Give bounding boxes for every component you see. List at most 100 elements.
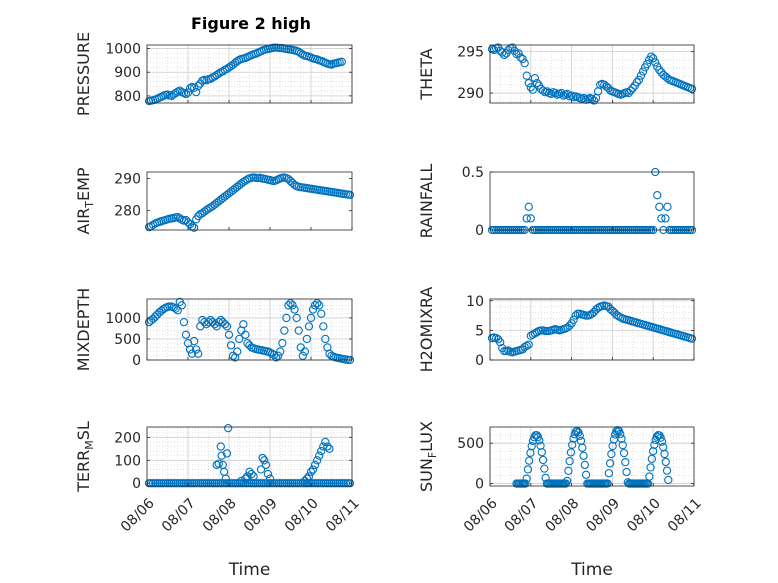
data-point [516, 53, 525, 62]
data-point [263, 469, 273, 479]
data-point [646, 463, 655, 472]
data-point [540, 464, 549, 473]
data-point [645, 472, 654, 481]
data-point [274, 351, 283, 360]
data-point [504, 346, 513, 355]
data-point [222, 322, 232, 331]
data-point [514, 49, 523, 58]
data-point [290, 305, 299, 314]
x-axis-label: Time [570, 560, 613, 580]
data-point [538, 455, 548, 465]
data-point [194, 81, 203, 91]
axes-box [146, 298, 353, 361]
y-axis-label: AIRTEMP [74, 167, 96, 234]
axes-box [489, 426, 695, 487]
data-point [496, 338, 505, 347]
data-point [321, 334, 330, 344]
data-point [687, 334, 697, 343]
data-point [564, 466, 573, 475]
data-point [638, 67, 648, 76]
data-point [607, 449, 616, 459]
data-point [265, 348, 275, 357]
data-point [524, 202, 533, 211]
data-point [612, 310, 621, 320]
data-point [220, 320, 230, 329]
data-point [568, 440, 577, 449]
data-point [526, 331, 535, 340]
data-point [532, 328, 542, 337]
data-point [212, 70, 221, 80]
data-point [226, 341, 236, 350]
data-point [300, 347, 309, 356]
data-point [579, 93, 588, 103]
data-point [310, 301, 320, 310]
series-markers [144, 43, 346, 106]
data-point [317, 309, 326, 318]
data-point [522, 341, 531, 350]
data-point [312, 299, 322, 308]
data-point [282, 313, 291, 323]
figure-title: Figure 2 high [191, 14, 311, 33]
data-point [573, 426, 582, 436]
y-axis-label-main: AIR [74, 208, 93, 235]
data-point [663, 73, 672, 83]
data-point [302, 474, 312, 483]
data-point [204, 204, 213, 213]
data-point [578, 443, 587, 452]
y-tick-label: 0 [475, 353, 484, 369]
data-point [179, 317, 189, 327]
data-point [200, 207, 209, 216]
axes-box [489, 298, 695, 361]
data-point [212, 460, 221, 470]
data-point [216, 442, 225, 451]
data-point [345, 190, 355, 200]
data-point [656, 433, 665, 442]
y-tick-label: 500 [457, 436, 484, 452]
data-point [276, 347, 285, 356]
data-point [565, 321, 574, 330]
data-point [522, 214, 531, 223]
data-point [655, 65, 664, 75]
data-point [632, 78, 642, 87]
data-point [319, 322, 328, 331]
data-point [557, 88, 566, 98]
data-point [604, 469, 614, 478]
y-axis-label-main: MIXDEPTH [74, 288, 93, 371]
data-point [525, 456, 534, 465]
data-point [520, 342, 529, 352]
data-point [661, 457, 670, 467]
series-markers [144, 173, 355, 232]
subplot-6: 0 5 10 H2OMIXRA [417, 287, 697, 372]
data-point [526, 214, 535, 223]
data-point [194, 349, 203, 358]
data-point [169, 90, 178, 99]
data-point [241, 330, 250, 339]
data-point [286, 299, 295, 308]
data-point [648, 447, 658, 456]
series-markers [144, 423, 355, 488]
y-tick-label: 290 [114, 171, 141, 187]
data-point [624, 88, 633, 98]
data-point [532, 78, 542, 88]
y-axis-label-subscript: M [83, 440, 96, 450]
data-point [230, 353, 240, 362]
data-point [520, 59, 529, 68]
data-point [653, 191, 662, 200]
data-point [500, 50, 509, 60]
data-point [157, 306, 166, 315]
data-point [249, 472, 258, 481]
data-point [603, 479, 612, 488]
data-point [265, 474, 275, 483]
data-point [237, 476, 246, 486]
data-point [634, 75, 644, 84]
data-point [183, 88, 193, 97]
data-point [175, 86, 184, 95]
y-tick-label: 0.5 [462, 165, 484, 181]
data-point [243, 472, 252, 481]
data-point [650, 440, 659, 450]
data-point [189, 223, 199, 232]
data-point [210, 72, 219, 81]
data-point [173, 212, 182, 222]
